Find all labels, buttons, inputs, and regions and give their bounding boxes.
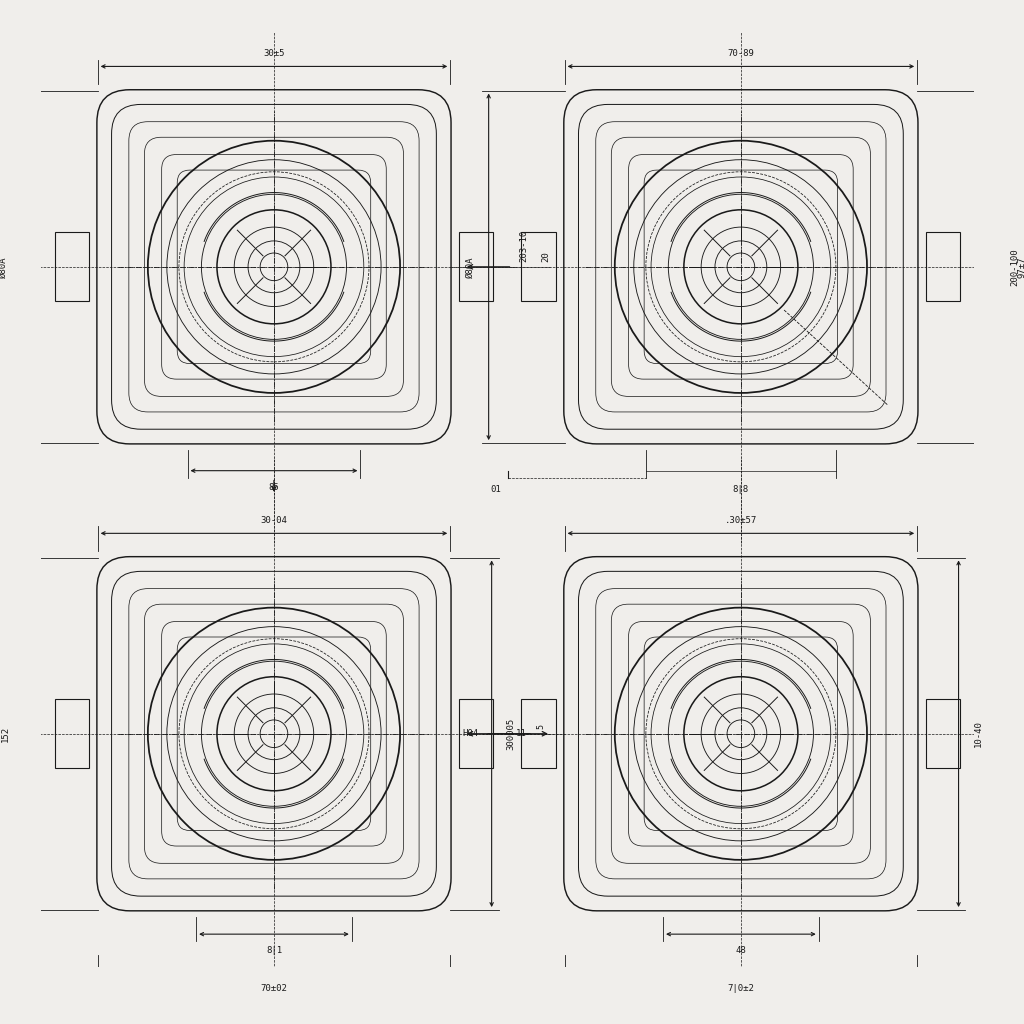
Text: 200-100: 200-100 (1010, 248, 1019, 286)
Bar (521, 699, 556, 768)
Text: 70-89: 70-89 (727, 49, 755, 58)
Bar (54, 232, 89, 301)
Bar (926, 699, 961, 768)
Bar (459, 699, 494, 768)
Text: 48: 48 (735, 946, 746, 955)
Text: 300005: 300005 (507, 718, 515, 750)
Text: 5: 5 (537, 724, 546, 729)
Text: 152: 152 (0, 726, 9, 741)
Text: 10-40: 10-40 (974, 720, 982, 748)
Text: 30±5: 30±5 (263, 49, 285, 58)
Text: 11: 11 (516, 729, 526, 738)
Text: 30-04: 30-04 (260, 516, 288, 525)
Text: 20: 20 (542, 252, 551, 262)
Text: 7|0±2: 7|0±2 (727, 984, 755, 993)
Bar (521, 232, 556, 301)
Text: .30±57: .30±57 (725, 516, 757, 525)
Text: H04: H04 (462, 729, 478, 738)
Text: Ø80A: Ø80A (0, 256, 7, 278)
Text: 01: 01 (490, 484, 501, 494)
Text: 8|8: 8|8 (733, 484, 749, 494)
Text: Ø80A: Ø80A (466, 256, 474, 278)
Text: 85: 85 (268, 483, 280, 492)
Bar (459, 232, 494, 301)
Bar (926, 232, 961, 301)
Text: 97±7: 97±7 (1017, 256, 1024, 278)
Text: 70±02: 70±02 (260, 984, 288, 993)
Text: 8|1: 8|1 (266, 946, 282, 955)
Bar (54, 699, 89, 768)
Text: 203-10: 203-10 (519, 230, 528, 262)
